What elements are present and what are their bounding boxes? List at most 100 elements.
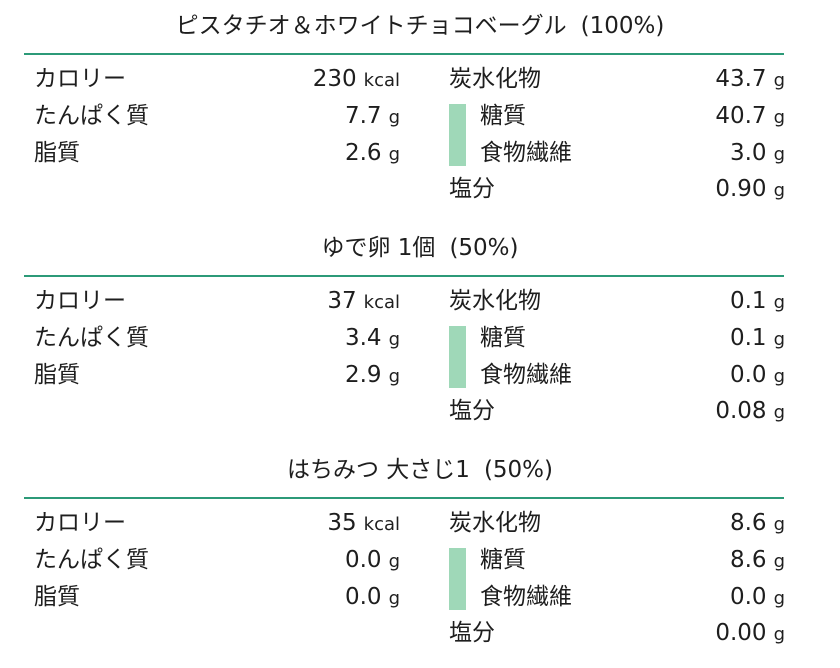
salt-value: 0.08 g <box>715 396 785 426</box>
salt-label: 塩分 <box>449 398 495 424</box>
gram-unit: g <box>388 329 400 350</box>
gram-unit: g <box>773 624 785 645</box>
calories-unit: kcal <box>363 292 400 313</box>
fiber-label: 食物繊維 <box>480 140 572 166</box>
fat-label: 脂質 <box>34 362 80 388</box>
fiber-value: 0.0 g <box>730 582 785 612</box>
gram-unit: g <box>773 329 785 350</box>
protein-value: 7.7 g <box>345 101 400 131</box>
protein-label: たんぱく質 <box>34 547 149 573</box>
food-title: ピスタチオ＆ホワイトチョコベーグル (100%) <box>0 12 840 40</box>
salt-label: 塩分 <box>449 176 495 202</box>
protein-number: 7.7 <box>344 103 382 129</box>
food-title: ゆで卵 1個 (50%) <box>0 234 840 262</box>
sugar-value: 8.6 g <box>730 545 785 575</box>
fiber-value: 3.0 g <box>730 138 785 168</box>
food-name: ピスタチオ＆ホワイトチョコベーグル <box>175 13 567 39</box>
section-divider <box>24 497 784 499</box>
calories-value: 37 kcal <box>327 286 400 316</box>
calories-value: 35 kcal <box>327 508 400 538</box>
sugar-number: 8.6 <box>729 547 767 573</box>
gram-unit: g <box>388 144 400 165</box>
salt-number: 0.08 <box>715 398 767 424</box>
gram-unit: g <box>773 514 785 535</box>
calories-value: 230 kcal <box>313 64 400 94</box>
food-item-bagel: ピスタチオ＆ホワイトチョコベーグル (100%) カロリー 230 kcal たんぱ… <box>0 0 840 222</box>
carbs-value: 8.6 g <box>730 508 785 538</box>
food-item-honey: はちみつ 大さじ1 (50%) カロリー 35 kcal たんぱく質 0.0 g 脂質… <box>0 444 840 666</box>
gram-unit: g <box>388 107 400 128</box>
protein-value: 0.0 g <box>345 545 400 575</box>
fiber-number: 0.0 <box>729 584 767 610</box>
sugar-number: 0.1 <box>729 325 767 351</box>
food-item-boiled-egg: ゆで卵 1個 (50%) カロリー 37 kcal たんぱく質 3.4 g 脂質 2.… <box>0 222 840 444</box>
fat-label: 脂質 <box>34 584 80 610</box>
sugar-number: 40.7 <box>715 103 767 129</box>
calories-number: 35 <box>327 510 357 536</box>
calories-label: カロリー <box>34 288 126 314</box>
salt-label: 塩分 <box>449 620 495 646</box>
salt-number: 0.00 <box>715 620 767 646</box>
salt-value: 0.90 g <box>715 174 785 204</box>
gram-unit: g <box>773 292 785 313</box>
gram-unit: g <box>773 402 785 423</box>
section-divider <box>24 275 784 277</box>
protein-number: 0.0 <box>344 547 382 573</box>
sugar-value: 40.7 g <box>715 101 785 131</box>
carbs-label: 炭水化物 <box>449 288 541 314</box>
carbs-value: 43.7 g <box>715 64 785 94</box>
fat-number: 0.0 <box>344 584 382 610</box>
protein-label: たんぱく質 <box>34 103 149 129</box>
fat-value: 2.6 g <box>345 138 400 168</box>
calories-unit: kcal <box>363 70 400 91</box>
sugar-label: 糖質 <box>480 325 526 351</box>
carbs-label: 炭水化物 <box>449 510 541 536</box>
gram-unit: g <box>388 366 400 387</box>
food-name: はちみつ 大さじ1 <box>286 457 470 483</box>
carb-breakdown-bar <box>449 548 466 610</box>
gram-unit: g <box>773 366 785 387</box>
food-portion: (100%) <box>580 13 665 39</box>
gram-unit: g <box>773 144 785 165</box>
carbs-number: 43.7 <box>715 66 767 92</box>
fiber-number: 0.0 <box>729 362 767 388</box>
food-title: はちみつ 大さじ1 (50%) <box>0 456 840 484</box>
protein-value: 3.4 g <box>345 323 400 353</box>
gram-unit: g <box>773 551 785 572</box>
food-name: ゆで卵 1個 <box>321 235 436 261</box>
calories-unit: kcal <box>363 514 400 535</box>
calories-number: 37 <box>327 288 357 314</box>
salt-number: 0.90 <box>715 176 767 202</box>
sugar-label: 糖質 <box>480 103 526 129</box>
fiber-value: 0.0 g <box>730 360 785 390</box>
carbs-number: 8.6 <box>729 510 767 536</box>
food-portion: (50%) <box>483 457 554 483</box>
calories-label: カロリー <box>34 66 126 92</box>
fat-value: 0.0 g <box>345 582 400 612</box>
gram-unit: g <box>388 588 400 609</box>
fat-number: 2.6 <box>344 140 382 166</box>
calories-number: 230 <box>312 66 357 92</box>
food-portion: (50%) <box>449 235 519 261</box>
gram-unit: g <box>773 70 785 91</box>
carbs-label: 炭水化物 <box>449 66 541 92</box>
calories-label: カロリー <box>34 510 126 536</box>
gram-unit: g <box>773 180 785 201</box>
carb-breakdown-bar <box>449 326 466 388</box>
gram-unit: g <box>773 588 785 609</box>
gram-unit: g <box>773 107 785 128</box>
sugar-value: 0.1 g <box>730 323 785 353</box>
fat-label: 脂質 <box>34 140 80 166</box>
fat-value: 2.9 g <box>345 360 400 390</box>
carb-breakdown-bar <box>449 104 466 166</box>
fat-number: 2.9 <box>344 362 382 388</box>
fiber-label: 食物繊維 <box>480 584 572 610</box>
gram-unit: g <box>388 551 400 572</box>
sugar-label: 糖質 <box>480 547 526 573</box>
protein-label: たんぱく質 <box>34 325 149 351</box>
section-divider <box>24 53 784 55</box>
carbs-value: 0.1 g <box>730 286 785 316</box>
protein-number: 3.4 <box>344 325 382 351</box>
carbs-number: 0.1 <box>729 288 767 314</box>
